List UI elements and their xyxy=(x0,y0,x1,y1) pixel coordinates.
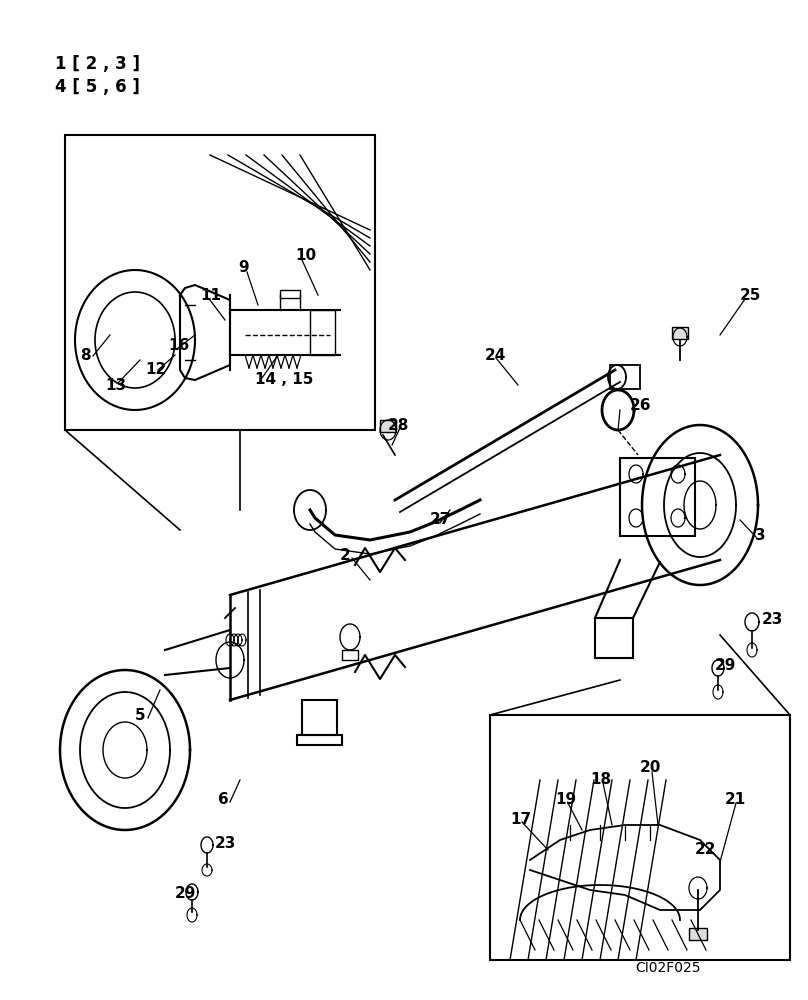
Text: 17: 17 xyxy=(510,812,531,828)
Bar xyxy=(689,928,707,940)
Text: 21: 21 xyxy=(725,792,747,808)
Text: 1 [ 2 , 3 ]: 1 [ 2 , 3 ] xyxy=(55,55,140,73)
Text: 25: 25 xyxy=(740,288,761,302)
Bar xyxy=(672,327,688,339)
Bar xyxy=(380,420,396,432)
Bar xyxy=(490,715,790,960)
Text: 27: 27 xyxy=(430,512,452,528)
Text: CI02F025: CI02F025 xyxy=(635,961,701,975)
Text: 18: 18 xyxy=(590,772,611,788)
Bar xyxy=(297,735,342,745)
Text: 22: 22 xyxy=(695,842,717,857)
Text: 9: 9 xyxy=(238,260,249,275)
Text: 3: 3 xyxy=(755,528,766,542)
Text: 16: 16 xyxy=(168,338,189,353)
Text: 4 [ 5 , 6 ]: 4 [ 5 , 6 ] xyxy=(55,78,140,96)
Text: 20: 20 xyxy=(640,760,662,776)
Text: 14 , 15: 14 , 15 xyxy=(255,372,314,387)
Text: 28: 28 xyxy=(388,418,410,432)
Bar xyxy=(280,290,300,298)
Bar xyxy=(620,458,695,536)
Text: 5: 5 xyxy=(135,708,145,722)
Bar xyxy=(310,310,335,355)
Text: 24: 24 xyxy=(485,348,507,362)
Text: 19: 19 xyxy=(555,792,576,808)
Text: 29: 29 xyxy=(715,658,736,672)
Text: 10: 10 xyxy=(295,247,316,262)
Bar xyxy=(595,618,633,658)
Text: 2: 2 xyxy=(340,548,351,562)
Text: 11: 11 xyxy=(200,288,221,302)
Text: 6: 6 xyxy=(218,792,229,808)
Text: 8: 8 xyxy=(80,348,90,362)
Text: 23: 23 xyxy=(215,836,237,850)
Bar xyxy=(65,135,375,430)
Text: 13: 13 xyxy=(105,377,126,392)
Text: 23: 23 xyxy=(762,612,784,628)
Text: 12: 12 xyxy=(145,362,166,377)
Bar xyxy=(342,650,358,660)
Text: 29: 29 xyxy=(175,886,196,900)
Bar xyxy=(610,365,640,389)
Bar xyxy=(302,700,337,735)
Text: 26: 26 xyxy=(630,397,651,412)
